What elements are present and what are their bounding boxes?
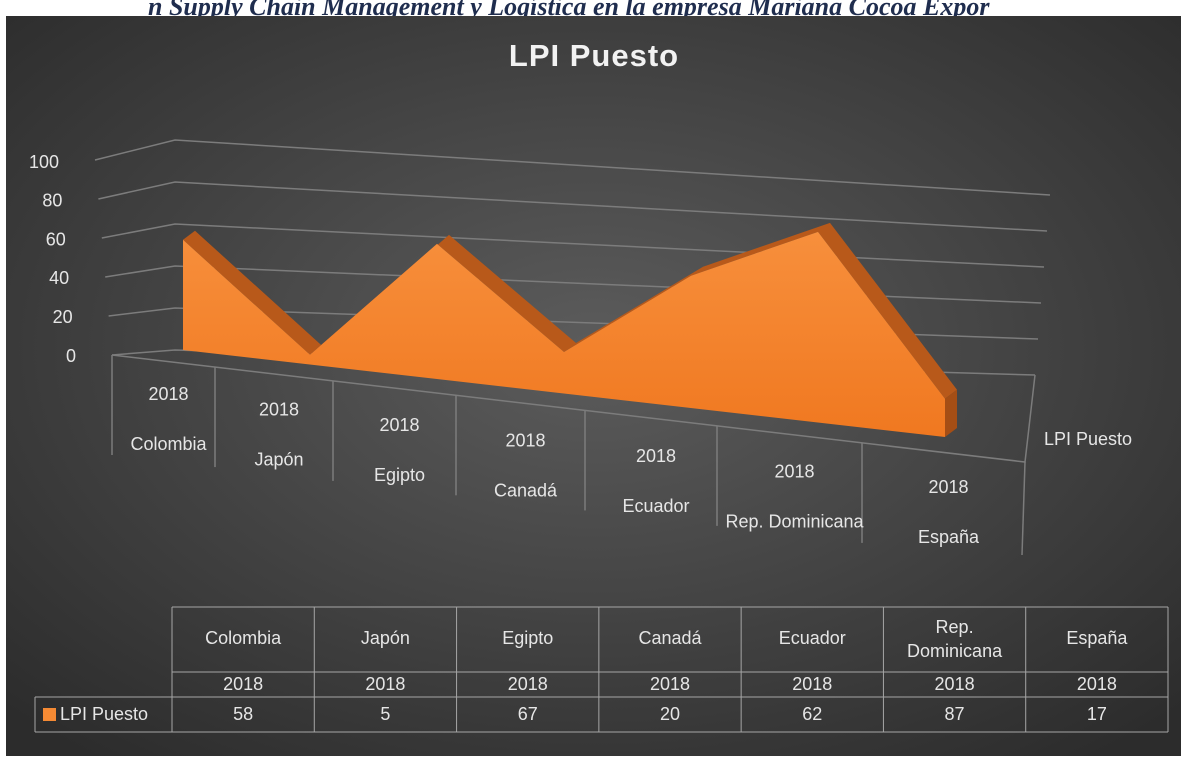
table-category: España (1066, 628, 1128, 648)
table-year: 2018 (650, 674, 690, 694)
category-year: 2018 (505, 430, 545, 450)
series-axis-label: LPI Puesto (1044, 429, 1132, 449)
table-year: 2018 (935, 674, 975, 694)
y-tick-label: 40 (49, 268, 69, 288)
table-year: 2018 (365, 674, 405, 694)
category-year: 2018 (148, 384, 188, 404)
axis-line (1021, 461, 1026, 556)
category-label: Japón (254, 449, 303, 469)
table-category: Ecuador (779, 628, 846, 648)
y-tick-label: 100 (29, 152, 59, 172)
legend-swatch (43, 708, 56, 721)
category-label: Egipto (374, 465, 425, 485)
table-category: Egipto (502, 628, 553, 648)
category-year: 2018 (774, 461, 814, 481)
category-label: Rep. Dominicana (725, 511, 864, 531)
category-year: 2018 (259, 399, 299, 419)
area-side (945, 389, 957, 437)
table-year: 2018 (508, 674, 548, 694)
category-year: 2018 (928, 477, 968, 497)
y-tick-label: 0 (66, 346, 76, 366)
table-category: Canadá (638, 628, 702, 648)
table-value: 62 (802, 704, 822, 724)
table-year: 2018 (223, 674, 263, 694)
y-tick-label: 60 (46, 229, 66, 249)
category-label: Ecuador (622, 496, 689, 516)
table-year: 2018 (792, 674, 832, 694)
table-category: Japón (361, 628, 410, 648)
category-label: España (918, 527, 980, 547)
y-tick-label: 20 (53, 307, 73, 327)
category-label: Colombia (130, 434, 207, 454)
table-value: 20 (660, 704, 680, 724)
category-year: 2018 (379, 415, 419, 435)
table-category: Colombia (205, 628, 282, 648)
table-category: Rep. Dominicana (907, 617, 1003, 661)
chart-title: LPI Puesto (509, 38, 679, 73)
table-value: 87 (945, 704, 965, 724)
table-value: 67 (518, 704, 538, 724)
grid-line (98, 181, 1048, 232)
table-value: 58 (233, 704, 253, 724)
y-tick-label: 80 (42, 191, 62, 211)
legend-label: LPI Puesto (60, 704, 148, 724)
table-value: 17 (1087, 704, 1107, 724)
header-text: n Supply Chain Management y Logística en… (148, 0, 990, 21)
grid-line (94, 139, 1051, 196)
category-year: 2018 (636, 446, 676, 466)
table-year: 2018 (1077, 674, 1117, 694)
area (183, 231, 945, 437)
table-value: 5 (380, 704, 390, 724)
category-label: Canadá (494, 480, 558, 500)
